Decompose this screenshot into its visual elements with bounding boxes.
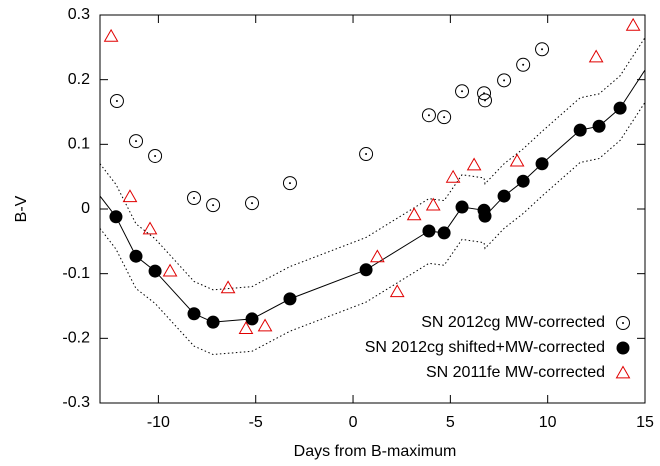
open-circle-marker — [148, 148, 163, 163]
x-tick-label: -10 — [147, 414, 170, 431]
triangle-marker — [425, 197, 441, 211]
triangle-marker — [142, 221, 158, 235]
triangle-marker — [509, 153, 525, 167]
x-tick-label: 10 — [539, 414, 557, 431]
open-circle-marker — [437, 110, 452, 125]
template-line — [99, 102, 646, 356]
circle-dot — [135, 140, 138, 143]
circle-dot — [622, 322, 624, 324]
filled-circle-marker — [592, 119, 606, 133]
open-circle-marker — [516, 57, 531, 72]
open-circle-marker — [187, 191, 202, 206]
filled-circle-marker — [148, 264, 162, 278]
open-circle-marker — [129, 134, 144, 149]
open-circle-marker — [535, 42, 550, 57]
template-line — [99, 37, 646, 291]
filled-circle-marker — [129, 249, 143, 263]
triangle-marker — [122, 189, 138, 203]
triangle-marker — [445, 169, 461, 183]
open-circle-marker — [421, 108, 436, 123]
triangle-marker — [162, 263, 178, 277]
open-circle-marker — [109, 94, 124, 109]
filled-circle-marker — [422, 224, 436, 238]
y-tick-label: 0.3 — [68, 6, 90, 23]
filled-circle-marker — [206, 315, 220, 329]
x-axis-label: Days from B-maximum — [294, 443, 457, 460]
x-tick-label: -5 — [249, 414, 263, 431]
open-circle-marker — [478, 93, 493, 108]
filled-circle-marker — [245, 312, 259, 326]
open-circle-marker — [455, 84, 470, 99]
filled-circle-marker — [573, 123, 587, 137]
filled-circle-marker — [359, 263, 373, 277]
filled-circle-marker — [535, 157, 549, 171]
circle-dot — [154, 154, 157, 157]
triangle-marker — [625, 17, 641, 31]
x-tick-label: 5 — [446, 414, 455, 431]
filled-circle-marker — [478, 209, 492, 223]
triangle-marker — [406, 207, 422, 221]
filled-circle-marker — [283, 292, 297, 306]
circle-dot — [365, 153, 368, 156]
circle-dot — [503, 79, 506, 82]
triangle-marker — [588, 49, 604, 63]
circle-dot — [541, 48, 544, 51]
triangle-marker — [466, 157, 482, 171]
y-tick-label: -0.3 — [62, 394, 90, 411]
template-line — [99, 69, 646, 323]
x-tick-label: 0 — [349, 414, 358, 431]
triangle-marker — [370, 249, 385, 263]
triangle-marker — [389, 284, 405, 298]
triangle-marker — [220, 280, 236, 294]
triangle-marker — [257, 318, 273, 332]
legend-label: SN 2012cg MW-corrected — [421, 314, 605, 331]
y-tick-label: -0.2 — [62, 330, 90, 347]
circle-dot — [251, 202, 254, 205]
y-tick-label: 0.2 — [68, 71, 90, 88]
legend-label: SN 2012cg shifted+MW-corrected — [365, 339, 605, 356]
filled-circle-marker — [616, 341, 630, 355]
y-tick-label: -0.1 — [62, 265, 90, 282]
circle-dot — [288, 182, 291, 185]
filled-circle-marker — [613, 101, 627, 115]
circle-dot — [443, 116, 446, 119]
filled-circle-marker — [109, 210, 123, 224]
x-tick-label: 15 — [636, 414, 654, 431]
filled-circle-marker — [455, 200, 469, 214]
circle-dot — [115, 100, 118, 103]
open-circle-marker — [245, 196, 260, 211]
circle-dot — [427, 114, 430, 117]
filled-circle-marker — [516, 174, 530, 188]
y-tick-label: 0 — [81, 200, 90, 217]
circle-dot — [461, 90, 464, 93]
y-axis-label: B-V — [13, 195, 30, 222]
filled-circle-marker — [437, 226, 451, 240]
circle-dot — [193, 197, 196, 200]
legend-label: SN 2011fe MW-corrected — [426, 364, 605, 381]
filled-circle-marker — [187, 307, 201, 321]
open-circle-marker — [359, 147, 374, 162]
open-circle-marker — [206, 198, 221, 213]
open-circle-marker — [616, 316, 630, 330]
circle-dot — [212, 204, 215, 207]
y-tick-label: 0.1 — [68, 136, 90, 153]
open-circle-marker — [477, 86, 492, 101]
triangle-marker — [103, 28, 119, 42]
open-circle-marker — [282, 176, 297, 191]
triangle-marker — [615, 365, 631, 379]
filled-circle-marker — [497, 189, 511, 203]
open-circle-marker — [497, 73, 512, 88]
circle-dot — [522, 63, 525, 66]
circle-dot — [484, 99, 487, 102]
triangle-marker — [238, 321, 254, 335]
